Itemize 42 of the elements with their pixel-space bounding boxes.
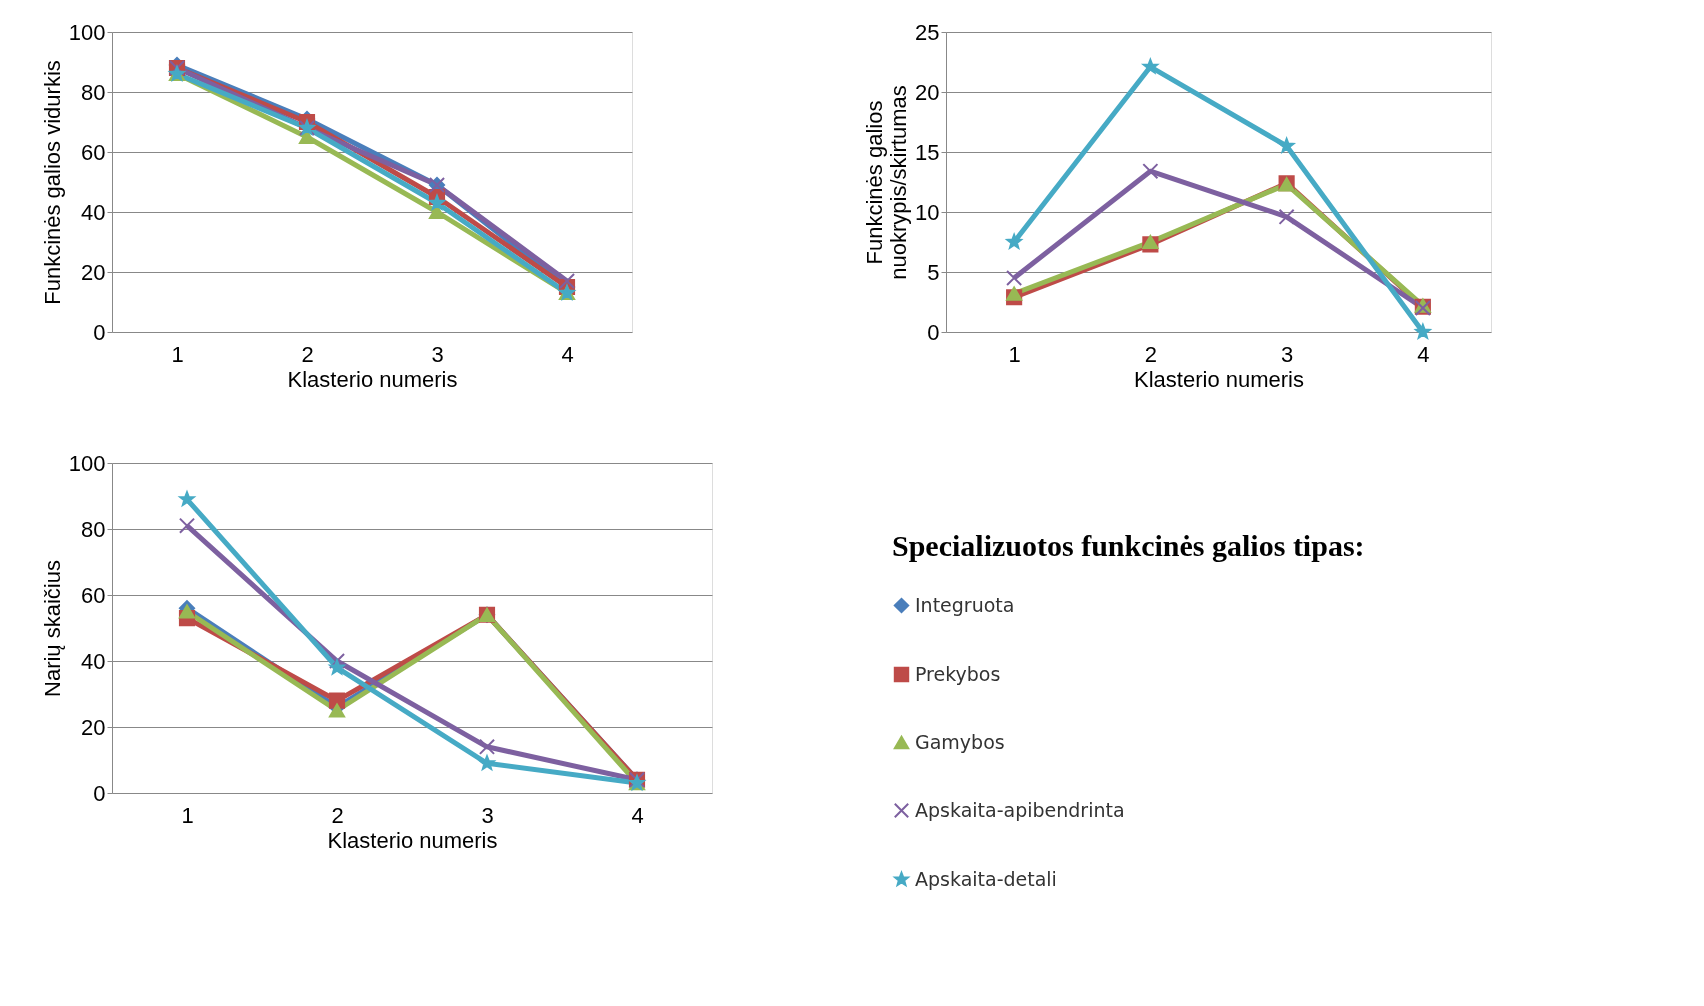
x-tick-label: 1 xyxy=(171,341,184,367)
x-tick-label: 4 xyxy=(1417,341,1430,367)
y-tick-label: 20 xyxy=(915,79,940,105)
y-axis-title: Funkcinės galios nuokrypis/skirtumas xyxy=(862,85,912,280)
x-tick-label: 4 xyxy=(631,802,644,828)
legend-label: Apskaita-apibendrinta xyxy=(915,798,1125,821)
y-tick-label: 5 xyxy=(927,259,940,285)
x-tick-label: 4 xyxy=(561,341,574,367)
x-tick-label: 3 xyxy=(431,341,444,367)
y-tick-label: 10 xyxy=(915,199,940,225)
y-tick-label: 0 xyxy=(927,319,940,345)
y-tick-label: 40 xyxy=(81,199,106,225)
x-axis-title: Klasterio numeris xyxy=(287,366,458,392)
legend-label: Gamybos xyxy=(915,730,1005,753)
y-tick-label: 80 xyxy=(81,516,106,542)
y-tick-label: 20 xyxy=(81,714,106,740)
y-axis-title: Funkcinės galios vidurkis xyxy=(39,60,65,305)
x-axis-title: Klasterio numeris xyxy=(1134,366,1304,392)
legend-label: Prekybos xyxy=(915,662,1001,685)
legend-label: Apskaita-detali xyxy=(915,867,1057,890)
y-tick-label: 80 xyxy=(81,79,106,105)
y-tick-label: 100 xyxy=(68,450,106,476)
x-tick-label: 1 xyxy=(181,802,194,828)
x-tick-label: 2 xyxy=(1144,341,1157,367)
x-tick-label: 1 xyxy=(1008,341,1021,367)
y-tick-label: 60 xyxy=(81,139,106,165)
x-axis-title: Klasterio numeris xyxy=(327,827,498,853)
x-tick-label: 2 xyxy=(301,341,314,367)
x-tick-label: 3 xyxy=(1281,341,1294,367)
legend-title: Specializuotos funkcinės galios tipas: xyxy=(892,529,1365,562)
legend-label: Integruota xyxy=(915,593,1015,616)
y-axis-title: Narių skaičius xyxy=(39,560,65,697)
y-tick-label: 100 xyxy=(68,19,106,45)
y-tick-label: 20 xyxy=(81,259,106,285)
x-tick-label: 2 xyxy=(331,802,344,828)
y-tick-label: 25 xyxy=(915,19,940,45)
x-tick-label: 3 xyxy=(481,802,494,828)
y-tick-label: 40 xyxy=(81,648,106,674)
y-tick-label: 0 xyxy=(93,319,106,345)
y-tick-label: 15 xyxy=(915,139,940,165)
y-tick-label: 0 xyxy=(93,780,106,806)
y-tick-label: 60 xyxy=(81,582,106,608)
